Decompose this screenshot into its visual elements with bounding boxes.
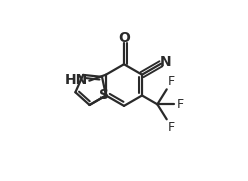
Text: HN: HN: [64, 73, 88, 87]
Text: S: S: [99, 88, 109, 102]
Text: F: F: [168, 121, 175, 134]
Text: F: F: [177, 98, 184, 111]
Text: F: F: [168, 75, 175, 88]
Text: O: O: [118, 31, 130, 45]
Text: N: N: [160, 54, 172, 69]
